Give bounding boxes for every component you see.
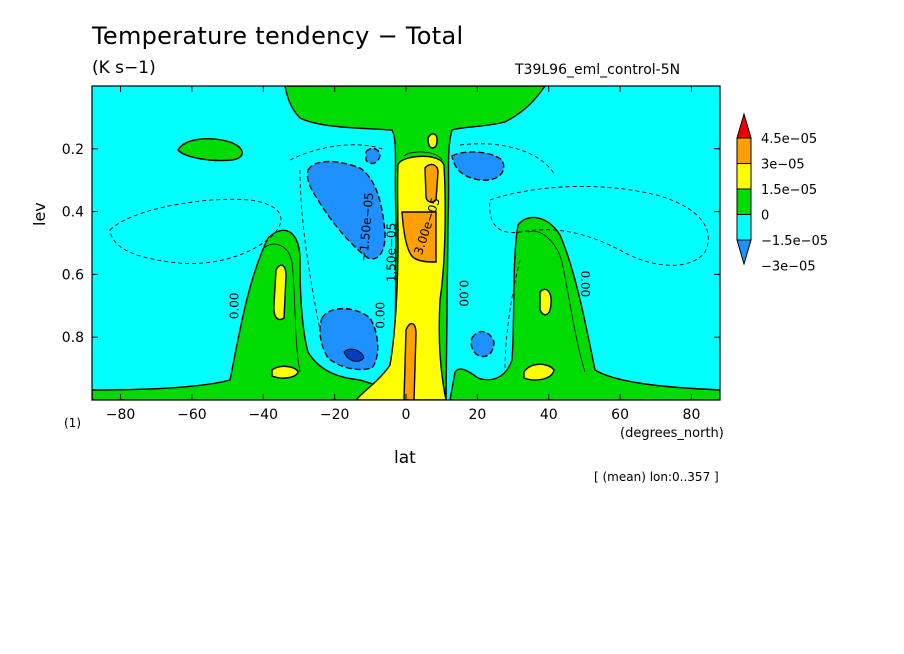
x-tick-label: −40 xyxy=(248,407,278,423)
y-tick-label: 0.4 xyxy=(62,205,84,221)
fill-green-lower-band-right xyxy=(449,216,720,400)
fill-blue-upper-right xyxy=(451,151,505,181)
solid-contour-east xyxy=(527,230,586,373)
contour-label: 1.50e−05 xyxy=(384,223,398,282)
solid-contour-west xyxy=(261,243,301,373)
chart-title: Temperature tendency − Total xyxy=(92,22,464,50)
y-tick-label: 0.8 xyxy=(62,330,84,346)
fill-yellow-island-w1 xyxy=(273,264,287,321)
fill-green-blob-northwest xyxy=(177,138,243,162)
colorbar-box xyxy=(736,188,752,215)
colorbar-label: 0 xyxy=(761,209,769,224)
y-tick-label: 0.6 xyxy=(62,267,84,283)
run-label: T39L96_eml_control-5N xyxy=(515,62,681,78)
colorbar-extend-top xyxy=(736,112,752,139)
fill-blue-small-top xyxy=(365,147,381,165)
fill-orange-strip xyxy=(424,163,439,203)
contour-label: −1.50e−05 xyxy=(356,192,376,262)
fill-yellow-island-top xyxy=(427,133,438,149)
colorbar-box xyxy=(736,214,752,241)
averaging-note: [ (mean) lon:0..357 ] xyxy=(594,470,719,484)
dashed-contour-inner-west xyxy=(289,144,386,331)
contour-label: 0.00 xyxy=(374,302,388,329)
x-tick-label: 80 xyxy=(683,407,701,423)
contour-label: 0.00 xyxy=(457,280,471,307)
fill-blue-lower-left xyxy=(319,307,379,371)
solid-contour-center-top xyxy=(403,151,443,161)
x-axis-label: lat xyxy=(394,448,416,468)
fill-orange-core xyxy=(401,211,437,263)
fill-yellow-island-w2 xyxy=(271,365,299,379)
contour-label: 0.00 xyxy=(227,292,241,319)
y-tick-label: 0.2 xyxy=(62,142,84,158)
colorbar-label: −3e−05 xyxy=(761,260,816,275)
colorbar-label: 3e−05 xyxy=(761,158,805,173)
colorbar-label: −1.5e−05 xyxy=(761,234,828,249)
dashed-contour-west xyxy=(109,198,282,264)
x-tick-label: −20 xyxy=(320,407,350,423)
panel-label: (1) xyxy=(64,416,81,430)
colorbar: 4.5e−05 3e−05 1.5e−05 0 −1.5e−05 −3e−05 xyxy=(736,112,828,275)
fill-blue-lower-right xyxy=(470,331,495,358)
x-units-label: (degrees_north) xyxy=(620,426,724,441)
fill-blue-upper-left xyxy=(306,160,386,260)
colorbar-label: 1.5e−05 xyxy=(761,183,817,198)
x-tick-label: 40 xyxy=(540,407,558,423)
fill-yellow-island-e2 xyxy=(523,363,555,381)
x-tick-label: 0 xyxy=(402,407,411,423)
x-tick-label: 60 xyxy=(611,407,629,423)
x-axis: −80 −60 −40 −20 0 20 40 60 80 xyxy=(106,86,701,423)
fill-green-lower-band xyxy=(92,229,396,400)
x-tick-label: 20 xyxy=(468,407,486,423)
dashed-contour-inner-east xyxy=(459,143,556,371)
fill-darkblue-spot xyxy=(343,348,365,362)
fill-orange-stem xyxy=(403,323,417,400)
colorbar-label: 4.5e−05 xyxy=(761,132,817,147)
contour-fills xyxy=(92,86,720,400)
x-tick-label: −60 xyxy=(177,407,207,423)
x-tick-label: −80 xyxy=(106,407,136,423)
colorbar-box xyxy=(736,137,752,164)
contour-label: 0.00 xyxy=(578,270,592,297)
fill-yellow-island-e1 xyxy=(539,288,552,316)
thin-dashed-contours xyxy=(109,143,709,371)
colorbar-extend-bottom xyxy=(736,239,752,266)
units-label: (K s−1) xyxy=(92,58,156,78)
colorbar-box xyxy=(736,163,752,190)
dashed-contour-east xyxy=(489,185,709,266)
thin-solid-contours xyxy=(261,151,586,373)
y-axis: 0.2 0.4 0.6 0.8 xyxy=(62,142,720,346)
